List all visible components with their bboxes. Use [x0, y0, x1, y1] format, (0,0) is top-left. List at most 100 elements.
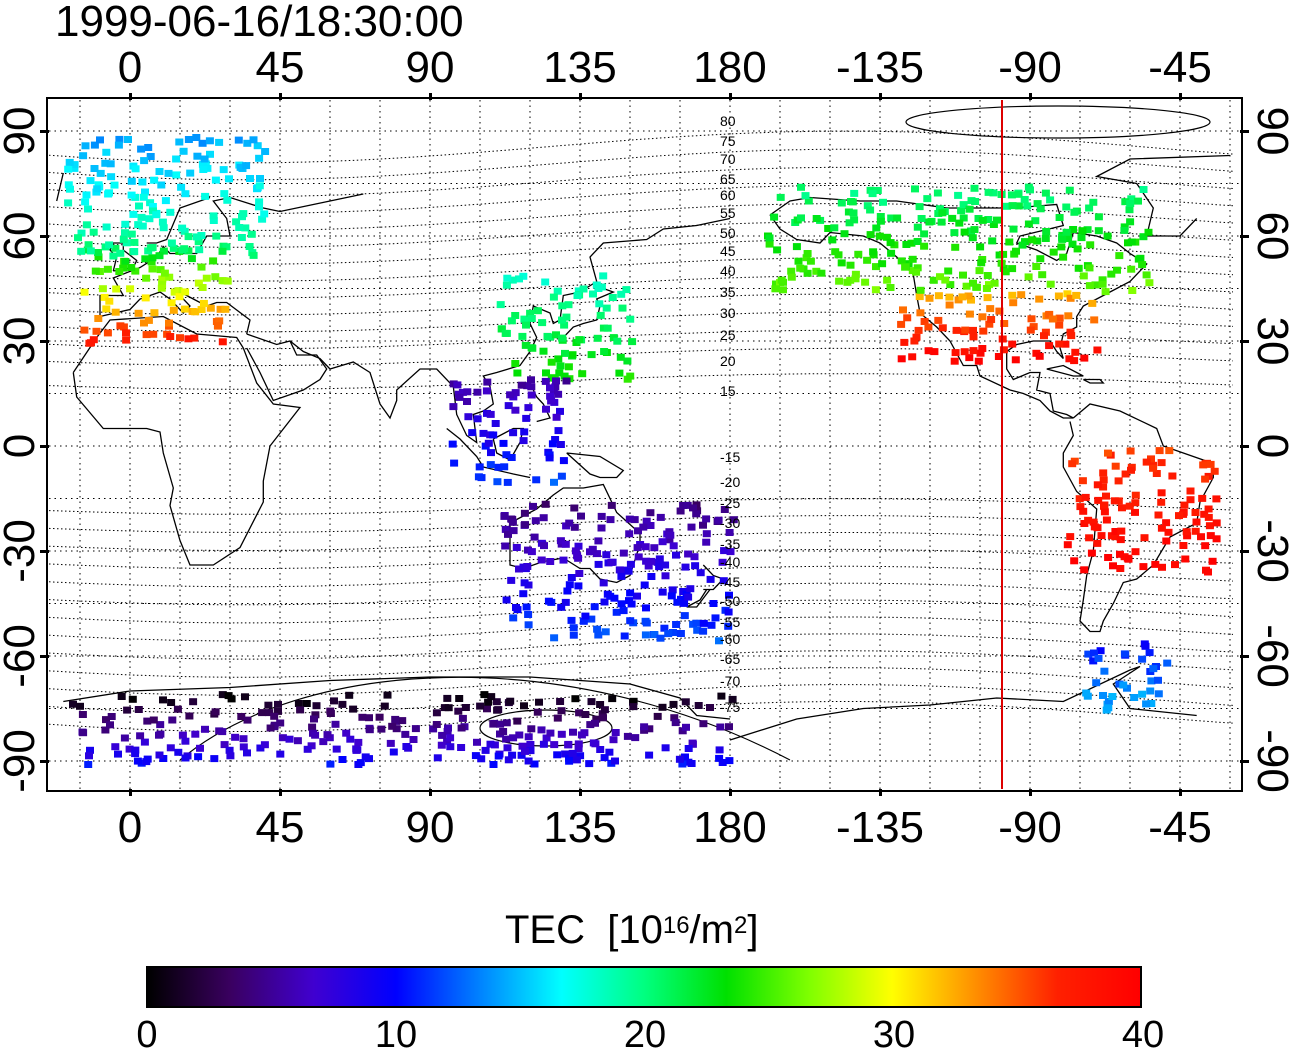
contour-label: 40 — [720, 263, 736, 279]
tec-cell — [526, 309, 535, 317]
tec-cell — [969, 333, 978, 341]
tec-cell — [797, 214, 805, 222]
lat-tick-label: 0 — [0, 434, 44, 458]
tec-cell — [1087, 549, 1096, 557]
tec-cell — [1085, 264, 1094, 272]
tec-cell — [539, 740, 548, 748]
tec-cell — [173, 705, 182, 713]
tec-cell — [166, 333, 175, 340]
tec-cell — [302, 700, 311, 707]
tec-cell — [600, 706, 609, 714]
tec-cell — [696, 569, 705, 577]
tec-cell — [601, 628, 610, 636]
tec-cell — [770, 213, 779, 221]
lon-tick-mark — [729, 789, 732, 796]
tec-cell — [90, 165, 99, 172]
tec-cell — [1121, 198, 1130, 206]
tec-cell — [626, 372, 635, 380]
tec-cell — [1126, 447, 1135, 455]
tec-cell — [667, 592, 676, 600]
tec-cell — [508, 276, 517, 284]
tec-cell — [913, 238, 922, 245]
tec-cell — [850, 216, 859, 224]
tec-cell — [863, 202, 872, 210]
tec-cell — [1038, 271, 1047, 279]
tec-cell — [944, 267, 953, 275]
tec-cell — [186, 169, 195, 177]
tec-cell — [1191, 527, 1200, 535]
tec-cell — [102, 305, 111, 313]
tec-cell — [1142, 458, 1151, 466]
tec-cell — [1158, 563, 1166, 571]
tec-cell — [629, 703, 638, 711]
tec-cell — [1127, 195, 1136, 203]
tec-cell — [69, 700, 77, 708]
tec-cell — [812, 267, 821, 275]
tec-cell — [109, 252, 118, 260]
tec-cell — [1192, 518, 1201, 526]
tec-cell — [200, 155, 209, 163]
tec-cell — [995, 307, 1004, 315]
tec-cell — [487, 693, 496, 701]
contour-label: -20 — [720, 474, 740, 490]
tec-cell — [965, 310, 974, 318]
lon-tick-mark — [1179, 93, 1182, 100]
tec-cell — [556, 537, 565, 545]
tec-cell — [1115, 252, 1124, 260]
tec-cell — [617, 600, 626, 608]
tec-cell — [468, 429, 477, 437]
tec-cell — [1145, 279, 1154, 287]
tec-cell — [608, 695, 617, 703]
tec-cell — [520, 509, 529, 517]
tec-cell — [1033, 200, 1042, 208]
tec-cell — [245, 243, 254, 250]
tec-cell — [130, 238, 139, 246]
contour-line — [49, 347, 1234, 367]
lat-tick-label: -60 — [0, 624, 44, 688]
tec-cell — [776, 193, 785, 201]
tec-cell — [513, 369, 522, 377]
tec-cell — [1041, 189, 1050, 197]
tec-cell — [930, 348, 939, 356]
tec-cell — [501, 329, 510, 337]
tec-cell — [509, 429, 518, 437]
tec-cell — [253, 142, 262, 150]
tec-cell — [198, 139, 207, 147]
tec-cell — [872, 263, 880, 271]
tec-cell — [934, 316, 943, 324]
tec-cell — [1104, 698, 1113, 705]
tec-cell — [925, 294, 934, 302]
tec-cell — [144, 144, 153, 151]
tec-cell — [646, 522, 655, 529]
tec-cell — [869, 248, 878, 256]
tec-cell — [564, 740, 573, 748]
tec-cell — [101, 726, 110, 734]
tec-cell — [184, 335, 193, 343]
tec-cell — [138, 222, 147, 230]
tec-cell — [1154, 511, 1163, 519]
tec-cell — [617, 572, 626, 580]
tec-cell — [352, 746, 361, 754]
tec-cell — [530, 533, 539, 541]
tec-cell — [437, 741, 446, 749]
tec-cell — [70, 164, 79, 172]
tec-cell — [512, 544, 521, 551]
tec-cell — [458, 388, 467, 396]
tec-cell — [1055, 214, 1064, 221]
tec-cell — [969, 347, 978, 355]
tec-cell — [193, 233, 201, 241]
tec-cell — [691, 562, 700, 570]
contour-line — [49, 701, 1234, 732]
tec-cell — [1008, 265, 1017, 273]
tec-cell — [106, 160, 115, 168]
tec-cell — [897, 257, 906, 265]
tec-cell — [90, 141, 99, 149]
tec-cell — [538, 319, 547, 327]
lon-tick-mark — [129, 93, 132, 100]
tec-cell — [140, 157, 149, 165]
tec-cell — [496, 301, 505, 309]
coastline-path — [56, 154, 1231, 237]
tec-cell — [512, 604, 520, 611]
lon-tick-label: -135 — [836, 43, 924, 92]
tec-cell — [678, 760, 687, 768]
